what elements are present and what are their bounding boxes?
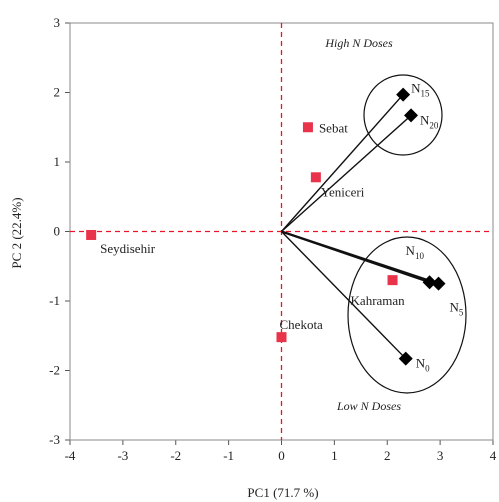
dose-label-base: N bbox=[450, 300, 460, 315]
variety-point-chekota bbox=[276, 332, 287, 343]
y-tick-label: 3 bbox=[54, 15, 61, 30]
dose-label-subscript: 20 bbox=[429, 120, 439, 130]
dose-point-N5 bbox=[431, 276, 446, 291]
variety-point-sebat bbox=[302, 122, 313, 133]
x-tick-label: 2 bbox=[384, 448, 391, 463]
x-tick-label: 4 bbox=[490, 448, 497, 463]
x-tick-label: -3 bbox=[117, 448, 128, 463]
dose-label-base: N bbox=[411, 81, 421, 96]
y-tick-label: 2 bbox=[54, 85, 61, 100]
x-tick-label: 3 bbox=[437, 448, 444, 463]
dose-point-N15 bbox=[396, 87, 411, 102]
x-tick-label: -4 bbox=[65, 448, 76, 463]
y-tick-label: -3 bbox=[49, 432, 60, 447]
dose-label-N20: N20 bbox=[420, 112, 439, 130]
y-axis-title: PC 2 (22.4%) bbox=[9, 197, 24, 268]
group-label-high: High N Doses bbox=[324, 36, 393, 50]
dose-label-subscript: 5 bbox=[459, 308, 464, 318]
variety-label-yeniceri: Yeniceri bbox=[321, 184, 365, 199]
variety-point-yeniceri bbox=[310, 172, 321, 183]
high-dose-ellipse bbox=[363, 74, 443, 156]
dose-label-base: N bbox=[406, 243, 416, 258]
group-ellipses bbox=[347, 74, 467, 394]
dose-vector-N0 bbox=[280, 231, 407, 360]
low-dose-ellipse bbox=[347, 236, 467, 394]
variety-point-kahraman bbox=[387, 275, 398, 286]
dose-vector-N20 bbox=[281, 114, 412, 233]
x-axis-title: PC1 (71.7 %) bbox=[247, 485, 318, 500]
y-tick-label: 1 bbox=[54, 154, 61, 169]
variety-label-seydisehir: Seydisehir bbox=[100, 241, 156, 256]
data-points bbox=[86, 87, 446, 366]
dose-label-N5: N5 bbox=[450, 300, 464, 318]
dose-point-N10 bbox=[422, 275, 437, 290]
x-tick-label: 1 bbox=[331, 448, 338, 463]
variety-label-chekota: Chekota bbox=[280, 317, 324, 332]
dose-label-subscript: 10 bbox=[415, 251, 425, 261]
y-tick-label: -1 bbox=[49, 293, 60, 308]
dose-label-N15: N15 bbox=[411, 81, 430, 99]
dose-label-N10: N10 bbox=[406, 243, 425, 261]
y-tick-label: -2 bbox=[49, 363, 60, 378]
dose-vector-N5 bbox=[281, 230, 439, 285]
x-tick-label: -1 bbox=[223, 448, 234, 463]
dose-label-N0: N0 bbox=[416, 356, 430, 374]
variety-point-seydisehir bbox=[86, 229, 97, 240]
x-tick-label: -2 bbox=[170, 448, 181, 463]
x-tick-label: 0 bbox=[278, 448, 285, 463]
dose-vector-N15 bbox=[280, 94, 404, 232]
dose-label-base: N bbox=[416, 356, 426, 371]
dose-label-subscript: 15 bbox=[421, 89, 431, 99]
variety-label-kahraman: Kahraman bbox=[351, 293, 406, 308]
y-tick-label: 0 bbox=[54, 224, 61, 239]
dose-vectors bbox=[280, 94, 439, 360]
dose-point-N20 bbox=[404, 108, 419, 123]
dose-label-base: N bbox=[420, 112, 430, 127]
group-label-low: Low N Doses bbox=[336, 399, 401, 413]
dose-point-N0 bbox=[398, 351, 413, 366]
point-labels: SeydisehirSebatYeniceriKahramanChekotaN1… bbox=[100, 81, 464, 374]
variety-label-sebat: Sebat bbox=[319, 120, 348, 135]
dose-label-subscript: 0 bbox=[425, 364, 430, 374]
